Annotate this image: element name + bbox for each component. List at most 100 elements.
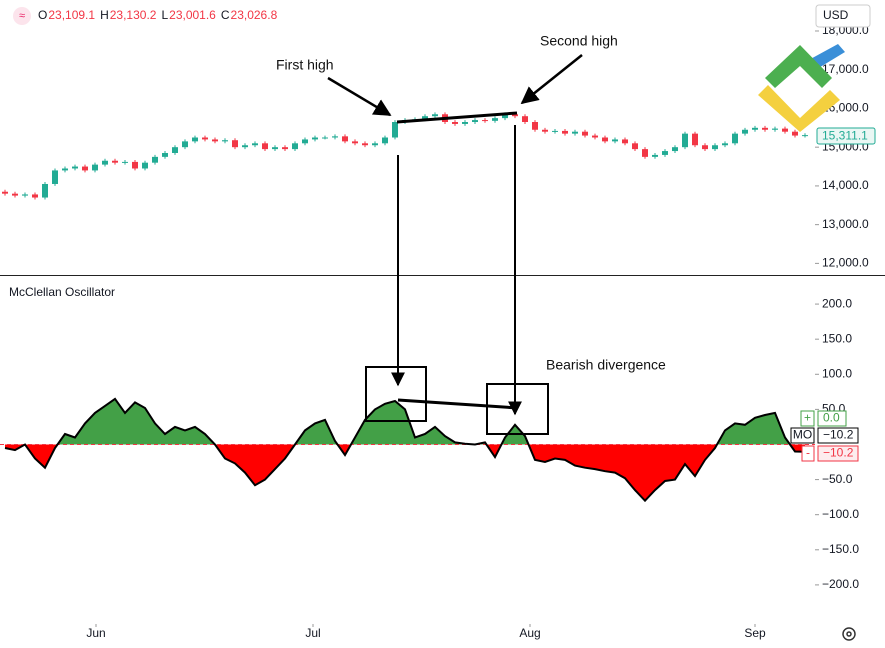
y-tick-label: −100.0 [822, 507, 859, 521]
candle-body [692, 133, 698, 146]
candle-body [622, 139, 628, 144]
tags: + 0.0 MO −10.2 - −10.2 [790, 410, 859, 462]
candle-body [752, 127, 758, 130]
ohlc-key: C [221, 8, 230, 22]
candle-body [102, 160, 108, 165]
annotation-drawing [327, 54, 583, 435]
candle-body [452, 122, 458, 124]
annotation: First high [276, 57, 334, 73]
candle-body [482, 120, 488, 122]
candle-body [522, 116, 528, 123]
y-tick-label: −50.0 [822, 472, 853, 486]
candle-body [162, 152, 168, 157]
y-tick-label: 14,000.0 [822, 178, 869, 192]
candle-body [572, 131, 578, 134]
candle-body [582, 131, 588, 136]
candle-body [112, 160, 118, 163]
candle-body [462, 122, 468, 124]
candle-body [392, 122, 398, 138]
candle-body [372, 143, 378, 146]
candle-body [132, 161, 138, 169]
x-tick-label: Jul [305, 626, 320, 640]
oscillator-line [4, 397, 806, 503]
candle-body [552, 130, 558, 132]
candle-body [202, 137, 208, 140]
candle-body [22, 194, 28, 196]
candle-body [712, 145, 718, 150]
candle-body [592, 135, 598, 138]
candle-body [272, 147, 278, 150]
candle-body [192, 137, 198, 142]
candle-body [92, 164, 98, 171]
ohlc-value: 23,026.8 [231, 8, 278, 22]
candle-body [62, 168, 68, 171]
candle-body [232, 140, 238, 148]
candle-body [472, 120, 478, 123]
candle-body [12, 193, 18, 196]
candle-body [742, 129, 748, 134]
candle-body [632, 143, 638, 150]
candle-body [602, 137, 608, 142]
candle-body [682, 133, 688, 148]
candle-body [612, 139, 618, 142]
currency-box[interactable] [815, 4, 871, 28]
annotation: Second high [540, 33, 618, 49]
last-price-box [816, 127, 876, 145]
candle-body [312, 137, 318, 140]
area-negative [5, 444, 805, 501]
tag-key: + [804, 411, 811, 425]
ohlc-value: 23,109.1 [48, 8, 95, 22]
candle-body [732, 133, 738, 144]
candle-body [72, 166, 78, 169]
candle-body [262, 143, 268, 150]
marks: 18,000.017,000.016,000.015,000.014,000.0… [0, 23, 869, 640]
candle-body [382, 137, 388, 144]
candle-body [182, 141, 188, 148]
candle-body [252, 143, 258, 146]
y-tick-label: 13,000.0 [822, 217, 869, 231]
symbol-icon [13, 7, 31, 25]
candle-body [662, 151, 668, 155]
candle-body [142, 162, 148, 169]
candle-body [652, 154, 658, 157]
candle-body [362, 143, 368, 146]
candle-body [212, 139, 218, 142]
candle-body [722, 143, 728, 146]
candle-body [82, 166, 88, 171]
candle-body [562, 130, 568, 134]
ohlc-key: O [38, 8, 47, 22]
ohlc-key: L [161, 8, 168, 22]
tag-label: 0.0 [823, 411, 840, 425]
candle-body [222, 140, 228, 142]
candle-body [642, 149, 648, 157]
candle-body [282, 147, 288, 150]
candle-body [502, 114, 508, 119]
tag-key: MO [793, 428, 812, 442]
annotation: Bearish divergence [546, 357, 666, 373]
candle-body [42, 183, 48, 198]
symbol-icon-glyph: ≈ [19, 10, 25, 22]
last-price: 15,311.1 [822, 129, 868, 143]
y-tick-label: 100.0 [822, 366, 852, 380]
candle-body [352, 141, 358, 144]
candle-body [32, 194, 38, 198]
candle-body [492, 118, 498, 121]
logo [758, 44, 845, 132]
ohlc-value: 23,001.6 [169, 8, 216, 22]
candle-body [672, 147, 678, 152]
ohlc-value: 23,130.2 [110, 8, 157, 22]
y-tick-label: −200.0 [822, 577, 859, 591]
candle-body [422, 116, 428, 120]
tag-key: - [806, 446, 810, 460]
candle-body [332, 136, 338, 138]
candle-body [2, 191, 8, 194]
x-tick-label: Jun [86, 626, 105, 640]
settings-icon[interactable] [842, 627, 856, 641]
candle-body [512, 114, 518, 117]
x-tick-label: Aug [519, 626, 540, 640]
y-tick-label: 150.0 [822, 331, 852, 345]
candle-body [322, 137, 328, 139]
candle-body [702, 145, 708, 150]
